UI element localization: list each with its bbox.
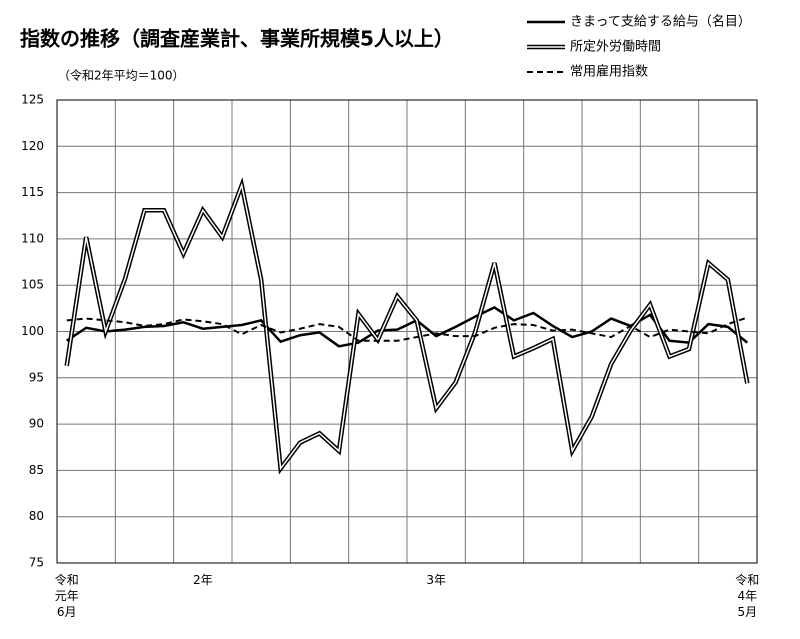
y-tick-label: 75	[29, 556, 44, 570]
legend-label: 所定外労働時間	[570, 40, 661, 55]
y-tick-label: 100	[21, 324, 44, 338]
y-tick-label: 80	[29, 509, 44, 523]
y-tick-label: 90	[29, 417, 44, 431]
legend-label: きまって支給する給与（名目）	[570, 14, 751, 30]
y-tick-label: 120	[21, 139, 44, 153]
y-tick-label: 85	[29, 463, 44, 477]
series-line	[66, 316, 748, 342]
y-tick-label: 110	[21, 231, 44, 245]
chart-title: 指数の推移（調査産業計、事業所規模5人以上）	[20, 27, 454, 51]
y-tick-label: 115	[21, 185, 44, 199]
chart-subtitle: （令和2年平均＝100）	[58, 68, 185, 83]
y-tick-label: 95	[29, 370, 44, 384]
x-tick-label: 令和 元年 6月	[54, 573, 79, 619]
x-tick-label: 3年	[426, 573, 446, 587]
plot-frame	[56, 99, 758, 564]
series-line-inner	[65, 182, 749, 471]
y-tick-label: 105	[21, 278, 44, 292]
x-tick-label: 2年	[193, 573, 213, 587]
y-tick-label: 125	[21, 93, 44, 107]
legend-label: 常用雇用指数	[570, 64, 648, 80]
x-tick-label: 令和 4年 5月	[735, 573, 760, 619]
